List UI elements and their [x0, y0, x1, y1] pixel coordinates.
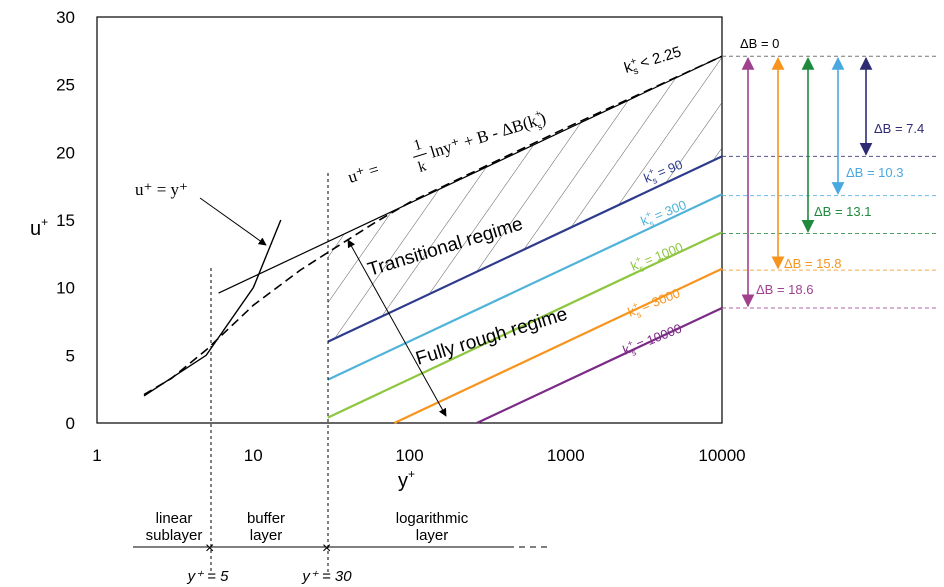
y5-label: y⁺ = 5 [187, 568, 230, 585]
plot-frame [96, 16, 723, 424]
x-tick-label: 100 [395, 446, 423, 465]
delta-b-label: ΔB = 10.3 [846, 165, 903, 180]
delta-b-label: ΔB = 7.4 [874, 121, 924, 136]
linear-law-curve [143, 219, 282, 397]
velocity-profile-dashed [143, 55, 723, 396]
y-tick-label: 30 [56, 8, 75, 27]
x-tick-label: 1 [92, 446, 101, 465]
series-label: k+s = 1000 [628, 237, 687, 276]
layer-log-line1: logarithmic [396, 510, 469, 527]
x-tick-label: 10000 [698, 446, 745, 465]
regime-double-arrow [347, 239, 447, 417]
delta-b-label: ΔB = 18.6 [756, 282, 813, 297]
log-law-frac-num: 1 [412, 137, 424, 154]
fully-rough-regime-label: Fully rough regime [413, 304, 570, 370]
log-law-frac-den: k [416, 158, 428, 176]
x-tick-label: 1000 [547, 446, 585, 465]
delta-b-label: ΔB = 13.1 [814, 204, 871, 219]
y-axis-label: u+ [30, 215, 48, 240]
log-law-lhs: u⁺ = [346, 158, 386, 187]
y30-label: y⁺ = 30 [301, 568, 352, 585]
linear-law-equation: u⁺ = y⁺ [135, 180, 188, 199]
y-tick-label: 20 [56, 143, 75, 162]
layer-buffer-line2: layer [250, 527, 283, 544]
log-law-line [218, 55, 723, 294]
series-label: k+s = 300 [638, 195, 690, 231]
cross-y30: × [322, 540, 331, 557]
y-tick-label: 25 [56, 76, 75, 95]
cross-y5: × [205, 540, 214, 557]
x-tick-label: 10 [244, 446, 263, 465]
y-tick-label: 15 [56, 211, 75, 230]
linear-law-pointer [199, 197, 267, 246]
y-tick-label: 10 [56, 279, 75, 298]
delta-b-arrows: ΔB = 0 ΔB = 7.4 ΔB = 10.3 ΔB = 13.1 ΔB = 15.… [722, 36, 936, 309]
layer-linear-line1: linear [156, 510, 193, 527]
smooth-limit-label: k+s < 2.25 [622, 42, 684, 79]
layer-buffer-line1: buffer [247, 510, 285, 527]
curves [143, 55, 723, 397]
layer-log-line2: layer [416, 527, 449, 544]
series-label: k+s = 10000 [620, 319, 685, 361]
axis-ticks: 1 10 100 1000 10000 0 5 10 15 20 25 30 [56, 8, 746, 465]
layer-linear-line2: sublayer [146, 527, 203, 544]
delta-b-label: ΔB = 0 [740, 36, 779, 51]
delta-b-label: ΔB = 15.8 [784, 256, 841, 271]
x-axis-label: y+ [398, 467, 415, 492]
y-tick-label: 5 [66, 346, 75, 365]
series-line [476, 307, 723, 424]
series-line [393, 267, 723, 424]
series-label: k+s = 3000 [625, 283, 684, 322]
y-tick-label: 0 [66, 414, 75, 433]
